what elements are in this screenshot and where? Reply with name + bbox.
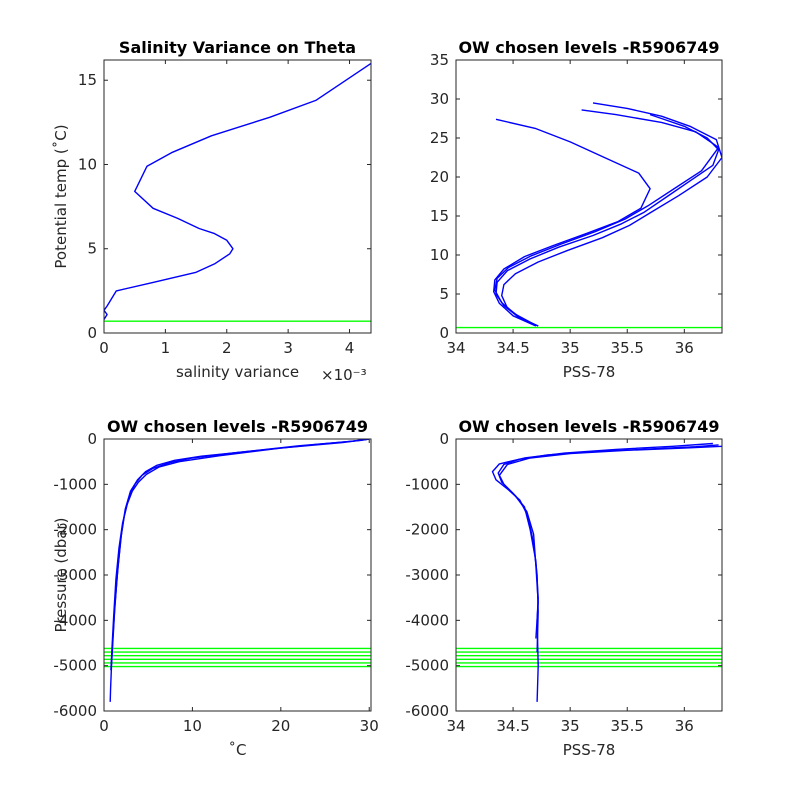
x-tick-label: 36 <box>675 339 694 357</box>
y-axis-label: Potential temp (˚C) <box>52 124 70 268</box>
y-tick-label: 15 <box>78 71 97 89</box>
y-tick-label: -2000 <box>405 521 449 539</box>
y-tick-label: 0 <box>439 324 449 342</box>
x-tick-label: 10 <box>183 717 202 735</box>
profile-series-line <box>110 439 370 671</box>
y-tick-label: 15 <box>430 207 449 225</box>
y-tick-label: 0 <box>439 430 449 448</box>
y-tick-label: -1000 <box>53 475 97 493</box>
x-tick-label: 20 <box>271 717 290 735</box>
y-tick-label: 5 <box>439 285 449 303</box>
chart-title: OW chosen levels -R5906749 <box>107 417 368 436</box>
x-axis-exponent: ×10⁻³ <box>321 366 367 384</box>
y-tick-label: -6000 <box>405 702 449 720</box>
plot-area <box>104 60 371 333</box>
x-tick-label: 30 <box>360 717 379 735</box>
x-tick-label: 34 <box>446 339 465 357</box>
chart-panel-2: 34 34.5 35 35.5 36 0 5 10 15 20 25 30 35 OW chosen le… <box>430 38 723 381</box>
x-tick-label: 0 <box>99 717 109 735</box>
y-tick-label: -5000 <box>53 657 97 675</box>
profile-series-line <box>498 445 722 639</box>
y-tick-label: -2000 <box>53 521 97 539</box>
axes-box <box>103 59 372 334</box>
chart-title: OW chosen levels -R5906749 <box>458 38 719 57</box>
x-tick-label: 34.5 <box>496 339 529 357</box>
x-tick-label: 2 <box>222 339 232 357</box>
x-tick-label: 35 <box>561 717 580 735</box>
chart-panel-4: 34 34.5 35 35.5 36 -6000 -5000 -4000 -3000 -2000 -… <box>405 417 723 759</box>
x-tick-label: 34 <box>446 717 465 735</box>
y-tick-label: 10 <box>78 155 97 173</box>
x-tick-label: 4 <box>345 339 355 357</box>
y-axis-label: Pressure (dbar) <box>52 518 70 633</box>
x-tick-label: 35 <box>561 339 580 357</box>
x-tick-label: 3 <box>283 339 293 357</box>
data-layer <box>456 442 722 702</box>
profile-series-line <box>501 102 722 327</box>
x-tick-label: 35.5 <box>611 339 644 357</box>
y-tick-label: 0 <box>87 430 97 448</box>
chart-panel-3: 0 10 20 30 -6000 -5000 -4000 -3000 -2000 -1000 0 OW… <box>52 417 379 759</box>
chart-title: Salinity Variance on Theta <box>119 38 356 57</box>
y-tick-label: -1000 <box>405 475 449 493</box>
y-tick-label: 25 <box>430 129 449 147</box>
y-tick-label: -3000 <box>405 566 449 584</box>
x-axis-label: PSS-78 <box>563 741 616 759</box>
data-layer <box>104 439 371 702</box>
data-layer <box>104 62 371 322</box>
profile-series-line <box>495 113 720 327</box>
plot-area <box>456 439 722 711</box>
x-axis-label: PSS-78 <box>563 363 616 381</box>
y-tick-label: 20 <box>430 168 449 186</box>
y-tick-label: 5 <box>87 240 97 258</box>
x-tick-label: 36 <box>675 717 694 735</box>
chart-panel-1: 0 1 2 3 4 0 5 10 15 Salinity Variance on Theta sal… <box>52 38 372 384</box>
y-tick-label: -3000 <box>53 566 97 584</box>
profile-series-line <box>493 118 651 327</box>
y-tick-label: 35 <box>430 51 449 69</box>
y-tick-label: 0 <box>87 324 97 342</box>
x-axis-label: salinity variance <box>176 363 299 381</box>
chart-title: OW chosen levels -R5906749 <box>458 417 719 436</box>
profile-series-line <box>494 109 720 326</box>
x-tick-label: 35.5 <box>611 717 644 735</box>
data-layer <box>456 102 722 329</box>
axes-box <box>455 59 723 334</box>
y-tick-label: -6000 <box>53 702 97 720</box>
y-tick-label: -5000 <box>405 657 449 675</box>
profile-series-line <box>104 62 371 320</box>
x-axis-label: ˚C <box>229 741 247 759</box>
y-tick-label: 10 <box>430 246 449 264</box>
y-tick-label: -4000 <box>405 611 449 629</box>
x-tick-label: 34.5 <box>496 717 529 735</box>
x-tick-label: 1 <box>161 339 171 357</box>
plot-area <box>104 439 371 711</box>
y-tick-label: 30 <box>430 90 449 108</box>
y-tick-label: -4000 <box>53 611 97 629</box>
x-tick-label: 0 <box>99 339 109 357</box>
